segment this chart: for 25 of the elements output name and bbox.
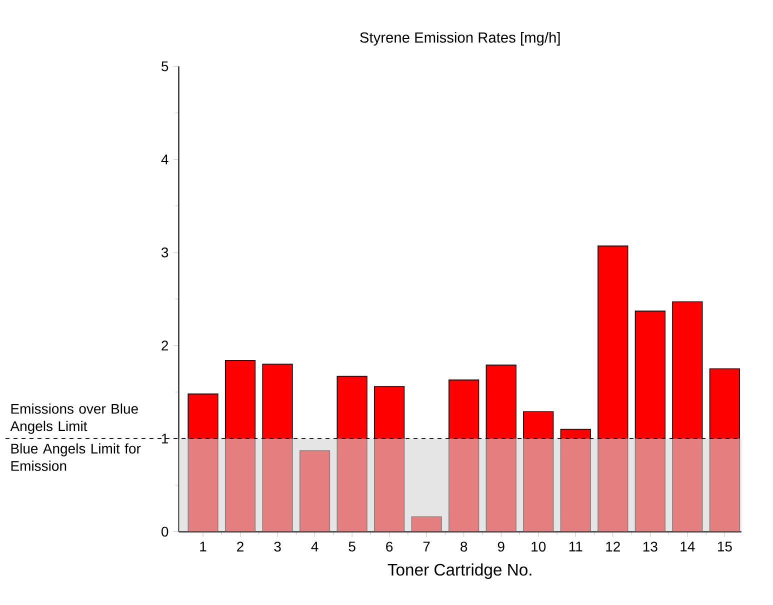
ref-line-label: Emissions over Blue Angels Limit xyxy=(10,403,138,434)
x-axis-title: Toner Cartridge No. xyxy=(388,563,532,579)
x-tick-label: 4 xyxy=(311,542,318,552)
x-tick-label: 12 xyxy=(606,542,620,552)
chart-title: Styrene Emission Rates [mg/h] xyxy=(360,32,560,46)
x-tick-label: 10 xyxy=(532,542,546,552)
y-tick-label: 4 xyxy=(161,154,168,164)
y-tick-label: 2 xyxy=(162,340,168,350)
x-tick-label: 14 xyxy=(680,542,695,552)
x-tick-label: 9 xyxy=(498,542,504,552)
y-tick-label: 5 xyxy=(162,61,168,72)
x-tick-label: 5 xyxy=(348,542,356,552)
y-tick-label: 0 xyxy=(162,526,168,537)
band-label: Blue Angels Limit for Emission xyxy=(11,443,141,471)
y-tick-label: 1 xyxy=(162,434,168,444)
x-tick-label: 15 xyxy=(718,542,732,552)
x-tick-label: 11 xyxy=(569,542,582,552)
x-tick-label: 6 xyxy=(386,542,393,552)
x-tick-label: 3 xyxy=(274,542,281,552)
x-tick-label: 13 xyxy=(643,542,658,552)
y-tick-label: 3 xyxy=(161,248,168,258)
x-tick-label: 7 xyxy=(423,542,430,552)
x-tick-label: 1 xyxy=(200,542,206,552)
x-tick-label: 2 xyxy=(237,542,244,552)
x-tick-label: 8 xyxy=(460,542,468,552)
